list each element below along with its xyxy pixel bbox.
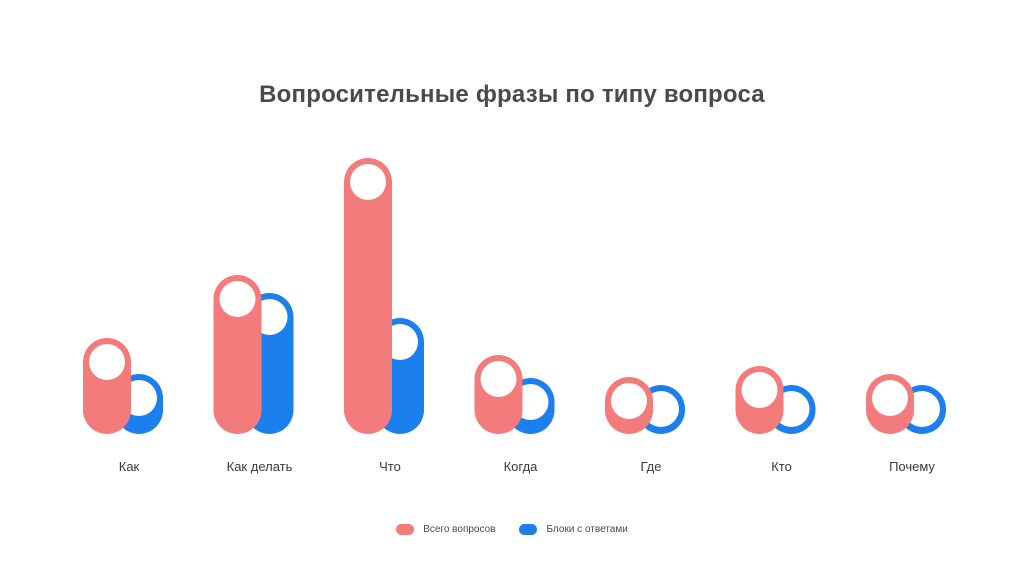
bar-group-6 xyxy=(866,374,946,434)
bar-group-5 xyxy=(735,366,816,434)
x-tick-label-4: Где xyxy=(641,459,662,474)
bar-cap-total-2 xyxy=(350,164,386,200)
legend-item-answers: Блоки с ответами xyxy=(519,524,628,535)
chart-title: Вопросительные фразы по типу вопроса xyxy=(259,81,765,108)
bar-group-1 xyxy=(213,275,294,434)
legend-label-total: Всего вопросов xyxy=(423,524,496,535)
legend-swatch-total xyxy=(396,524,415,535)
bar-cap-total-0 xyxy=(89,344,125,380)
x-tick-label-3: Когда xyxy=(504,459,539,474)
legend-item-total: Всего вопросов xyxy=(396,524,495,535)
x-tick-label-0: Как xyxy=(119,459,140,474)
bar-cap-total-5 xyxy=(741,372,778,408)
x-tick-label-5: Кто xyxy=(771,459,792,474)
bar-group-0 xyxy=(83,338,163,434)
legend-swatch-answers xyxy=(519,524,538,535)
legend-label-answers: Блоки с ответами xyxy=(546,524,628,535)
x-tick-label-6: Почему xyxy=(889,459,935,474)
bar-cap-total-3 xyxy=(480,361,517,397)
bar-cap-total-1 xyxy=(219,281,256,317)
bar-cap-total-4 xyxy=(611,383,647,419)
bar-total-1 xyxy=(213,275,262,434)
bar-group-2 xyxy=(344,158,424,434)
bar-group-4 xyxy=(605,377,685,434)
bar-total-2 xyxy=(344,158,392,434)
legend: Всего вопросов Блоки с ответами xyxy=(0,524,1024,535)
x-tick-label-1: Как делать xyxy=(227,459,293,474)
bar-cap-total-6 xyxy=(872,380,908,416)
bar-group-3 xyxy=(474,355,555,434)
x-tick-label-2: Что xyxy=(379,459,401,474)
